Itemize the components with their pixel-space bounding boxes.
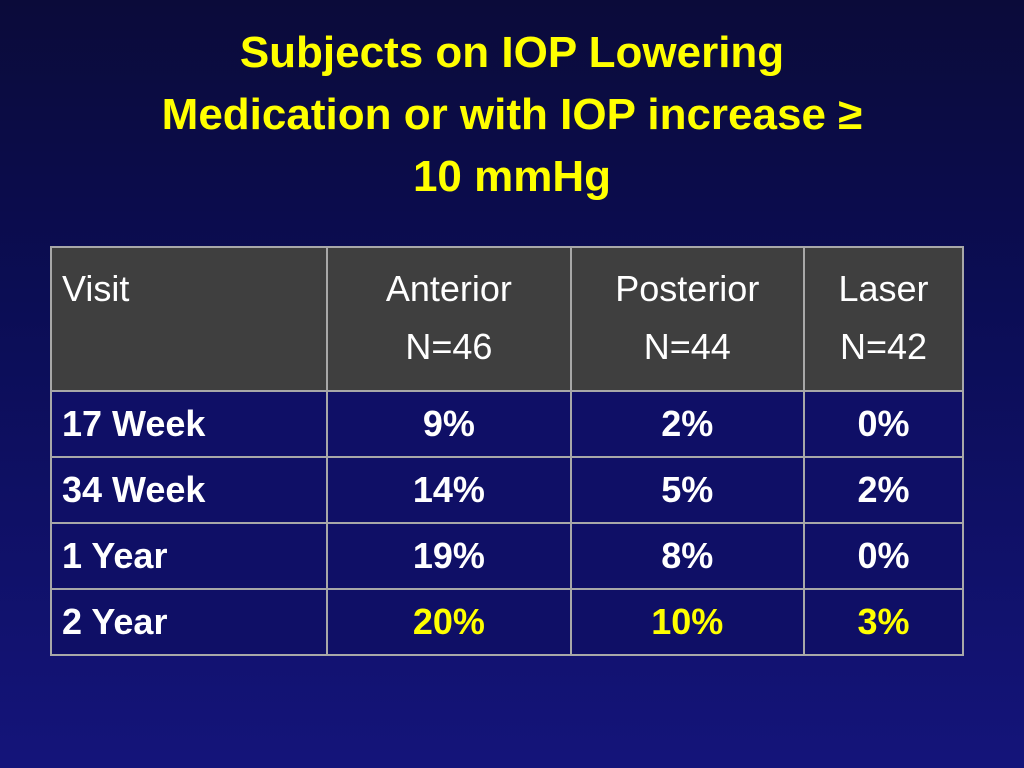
cell-visit: 34 Week xyxy=(49,456,329,524)
header-anterior-n: N=46 xyxy=(405,326,493,367)
title-line-3: 10 mmHg xyxy=(412,152,612,201)
table-body: 17 Week 9% 2% 0% 34 Week 14% 5% 2% 1 Yea… xyxy=(49,390,964,656)
cell-anterior: 14% xyxy=(326,456,572,524)
cell-visit: 1 Year xyxy=(49,522,329,590)
cell-laser-highlight: 3% xyxy=(803,588,964,656)
header-row: Visit Anterior N=46 Posterior N=44 Laser… xyxy=(49,246,964,392)
header-laser-label: Laser xyxy=(838,268,929,309)
cell-anterior: 19% xyxy=(326,522,572,590)
title-line-1: Subjects on IOP Lowering xyxy=(239,28,785,77)
header-laser-n: N=42 xyxy=(839,326,928,367)
results-table: Visit Anterior N=46 Posterior N=44 Laser… xyxy=(49,246,964,656)
cell-laser: 0% xyxy=(803,390,964,458)
header-laser: Laser N=42 xyxy=(803,246,964,392)
table-header: Visit Anterior N=46 Posterior N=44 Laser… xyxy=(49,246,964,392)
cell-laser: 0% xyxy=(803,522,964,590)
cell-anterior-highlight: 20% xyxy=(326,588,572,656)
cell-laser: 2% xyxy=(803,456,964,524)
cell-posterior-highlight: 10% xyxy=(569,588,806,656)
slide-title: Subjects on IOP Lowering Medication or w… xyxy=(40,22,984,208)
header-visit-label: Visit xyxy=(62,268,130,309)
header-visit: Visit xyxy=(49,246,329,392)
table-row: 17 Week 9% 2% 0% xyxy=(49,390,964,458)
header-anterior: Anterior N=46 xyxy=(326,246,572,392)
cell-anterior: 9% xyxy=(326,390,572,458)
cell-posterior: 2% xyxy=(569,390,806,458)
header-anterior-label: Anterior xyxy=(385,268,512,309)
table-row: 1 Year 19% 8% 0% xyxy=(49,522,964,590)
cell-visit: 17 Week xyxy=(49,390,329,458)
header-posterior-label: Posterior xyxy=(615,268,760,309)
header-posterior-n: N=44 xyxy=(643,326,731,367)
cell-posterior: 8% xyxy=(569,522,806,590)
cell-posterior: 5% xyxy=(569,456,806,524)
cell-visit: 2 Year xyxy=(49,588,329,656)
header-posterior: Posterior N=44 xyxy=(569,246,806,392)
table-row: 34 Week 14% 5% 2% xyxy=(49,456,964,524)
title-line-2: Medication or with IOP increase ≥ xyxy=(161,90,863,139)
table-row: 2 Year 20% 10% 3% xyxy=(49,588,964,656)
